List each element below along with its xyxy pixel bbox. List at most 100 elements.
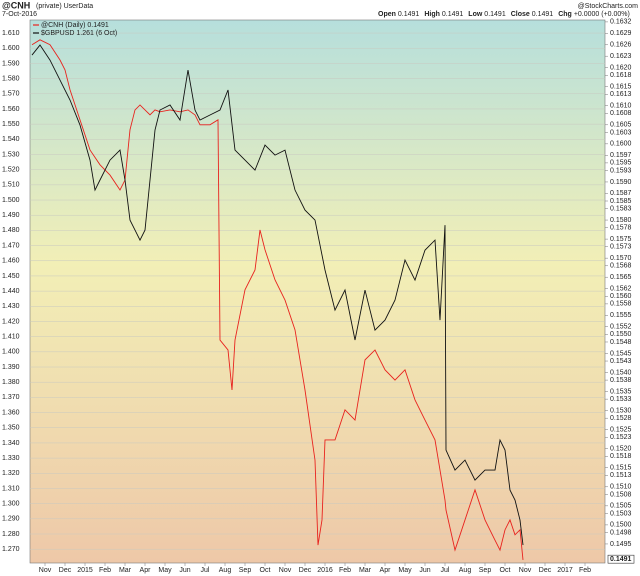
y2-tick-label: 0.1543 xyxy=(610,358,632,365)
y2-tick-label: 0.1523 xyxy=(610,434,632,441)
y2-tick-label: 0.1578 xyxy=(610,225,632,232)
y2-tick-label: 0.1610 xyxy=(610,103,632,110)
y-tick-label: 1.330 xyxy=(2,455,20,462)
y2-tick-label: 0.1615 xyxy=(610,84,632,91)
x-tick-label: Mar xyxy=(359,567,372,574)
y2-tick-label: 0.1620 xyxy=(610,64,632,71)
x-tick-label: 2015 xyxy=(77,567,93,574)
y2-tick-label: 0.1510 xyxy=(610,484,632,491)
chart-date: 7-Oct-2016 xyxy=(2,11,37,18)
quote-value: 0.1491 xyxy=(532,11,554,18)
y-tick-label: 1.490 xyxy=(2,212,20,219)
x-tick-label: May xyxy=(398,567,412,574)
y-tick-label: 1.530 xyxy=(2,151,20,158)
x-tick-label: Apr xyxy=(140,567,152,574)
y2-tick-label: 0.1508 xyxy=(610,491,632,498)
legend-label: @CNH (Daily) 0.1491 xyxy=(41,22,109,29)
x-tick-label: Dec xyxy=(299,567,312,574)
series-line xyxy=(31,44,524,546)
plot-area xyxy=(29,19,606,564)
quote-label: Low xyxy=(468,11,483,18)
y2-tick-label: 0.1548 xyxy=(610,339,632,346)
y-tick-label: 1.380 xyxy=(2,379,20,386)
y-tick-label: 1.320 xyxy=(2,470,20,477)
y2-tick-label: 0.1538 xyxy=(610,377,632,384)
y-tick-label: 1.280 xyxy=(2,531,20,538)
y-tick-label: 1.520 xyxy=(2,167,20,174)
y2-tick-label: 0.1540 xyxy=(610,369,632,376)
chart-subtitle: (private) UserData xyxy=(36,3,93,10)
y2-tick-label: 0.1613 xyxy=(610,91,632,98)
y2-tick-label: 0.1632 xyxy=(610,19,632,26)
quote-value: 0.1491 xyxy=(484,11,506,18)
y2-tick-label: 0.1560 xyxy=(610,293,632,300)
y-tick-label: 1.600 xyxy=(2,45,20,52)
quote: Open 0.1491 High 0.1491 Low 0.1491 Close 0.1491… xyxy=(378,11,630,18)
y2-tick-label: 0.1608 xyxy=(610,110,632,117)
y2-tick-label: 0.1535 xyxy=(610,388,632,395)
chart-title: @CNH xyxy=(2,0,30,10)
y-tick-label: 1.570 xyxy=(2,91,20,98)
y2-tick-label: 0.1568 xyxy=(610,263,632,270)
y-tick-label: 1.370 xyxy=(2,394,20,401)
x-tick-label: Feb xyxy=(99,567,111,574)
x-tick-label: Aug xyxy=(459,567,472,574)
y-tick-label: 1.590 xyxy=(2,60,20,67)
y2-tick-label: 0.1623 xyxy=(610,53,632,60)
y-tick-label: 1.290 xyxy=(2,516,20,523)
y-tick-label: 1.350 xyxy=(2,425,20,432)
y2-tick-label: 0.1605 xyxy=(610,122,632,129)
y2-tick-label: 0.1580 xyxy=(610,217,632,224)
y2-tick-label: 0.1600 xyxy=(610,141,632,148)
y-tick-label: 1.510 xyxy=(2,182,20,189)
y2-tick-label: 0.1593 xyxy=(610,167,632,174)
x-tick-label: Aug xyxy=(219,567,232,574)
y2-tick-label: 0.1618 xyxy=(610,72,632,79)
x-tick-label: Dec xyxy=(59,567,72,574)
y-tick-label: 1.300 xyxy=(2,500,20,507)
quote-label: Close xyxy=(511,11,530,18)
y2-tick-label: 0.1533 xyxy=(610,396,632,403)
y2-tick-label: 0.1513 xyxy=(610,472,632,479)
y2-tick-label: 0.1573 xyxy=(610,244,632,251)
quote-value: 0.1491 xyxy=(398,11,420,18)
y-tick-label: 1.310 xyxy=(2,485,20,492)
y2-tick-label: 0.1545 xyxy=(610,350,632,357)
quote-label: High xyxy=(424,11,440,18)
y2-tick-label: 0.1525 xyxy=(610,426,632,433)
y-tick-label: 1.390 xyxy=(2,364,20,371)
y2-tick-label: 0.1503 xyxy=(610,510,632,517)
y-tick-label: 1.340 xyxy=(2,440,20,447)
y2-tick-label: 0.1590 xyxy=(610,179,632,186)
quote-value: +0.0000 (+0.00%) xyxy=(574,11,630,18)
y-tick-label: 1.580 xyxy=(2,75,20,82)
x-tick-label: Dec xyxy=(539,567,552,574)
x-tick-label: Feb xyxy=(339,567,351,574)
last-value-label: 0.1491 xyxy=(610,556,632,563)
x-tick-label: Oct xyxy=(500,567,511,574)
y2-tick-label: 0.1552 xyxy=(610,324,632,331)
y-tick-label: 1.500 xyxy=(2,197,20,204)
y-tick-label: 1.540 xyxy=(2,136,20,143)
y-tick-label: 1.360 xyxy=(2,409,20,416)
y2-tick-label: 0.1603 xyxy=(610,129,632,136)
last-value-box xyxy=(607,554,635,564)
x-tick-label: Nov xyxy=(279,567,292,574)
x-tick-label: May xyxy=(158,567,172,574)
x-tick-label: Jul xyxy=(201,567,210,574)
y-tick-label: 1.450 xyxy=(2,273,20,280)
y-tick-label: 1.270 xyxy=(2,546,20,553)
y-tick-label: 1.440 xyxy=(2,288,20,295)
y-tick-label: 1.610 xyxy=(2,30,20,37)
x-tick-label: Feb xyxy=(579,567,591,574)
y2-tick-label: 0.1530 xyxy=(610,407,632,414)
y-tick-label: 1.410 xyxy=(2,334,20,341)
quote-label: Chg xyxy=(558,11,572,18)
x-tick-label: Jun xyxy=(419,567,430,574)
quote-value: 0.1491 xyxy=(442,11,464,18)
y2-tick-label: 0.1555 xyxy=(610,312,632,319)
y2-tick-label: 0.1570 xyxy=(610,255,632,262)
y-tick-label: 1.420 xyxy=(2,318,20,325)
